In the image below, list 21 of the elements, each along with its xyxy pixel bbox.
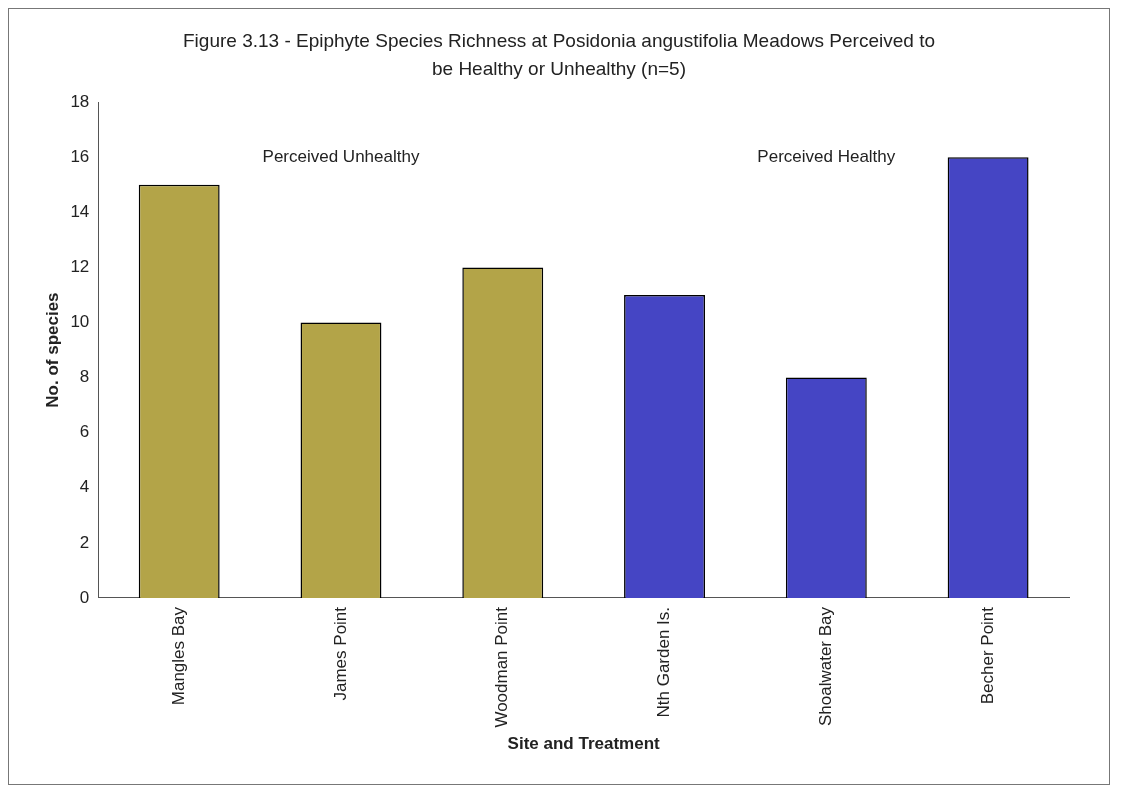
y-tick-label: 0 bbox=[79, 587, 90, 607]
y-tick-label: 14 bbox=[70, 202, 90, 222]
x-tick-label: Becher Point bbox=[977, 606, 997, 705]
y-tick-label: 10 bbox=[70, 312, 90, 332]
x-tick-label: Shoalwater Bay bbox=[816, 606, 836, 727]
annotation: Perceived Healthy bbox=[757, 146, 896, 166]
x-tick-label: Mangles Bay bbox=[168, 606, 188, 706]
y-tick-label: 18 bbox=[70, 91, 90, 111]
y-tick-label: 2 bbox=[79, 532, 90, 552]
y-tick-label: 12 bbox=[70, 257, 90, 277]
chart-title: Figure 3.13 - Epiphyte Species Richness at Posidonia angustifolia Meadows Perceived to be Healthy or Unhealthy (n=5) bbox=[182, 29, 936, 81]
x-axis-title: Site and Treatment bbox=[507, 734, 661, 754]
x-tick-label: Nth Garden Is. bbox=[654, 606, 674, 718]
y-tick-label: 16 bbox=[70, 146, 90, 166]
y-tick-label: 6 bbox=[79, 422, 90, 442]
y-tick-label: 8 bbox=[79, 367, 90, 387]
x-tick-label: James Point bbox=[330, 606, 350, 701]
annotation: Perceived Unhealthy bbox=[262, 146, 420, 166]
y-axis-title: No. of species bbox=[42, 292, 62, 408]
x-tick-label: Woodman Point bbox=[492, 606, 512, 728]
y-tick-label: 4 bbox=[79, 477, 90, 497]
